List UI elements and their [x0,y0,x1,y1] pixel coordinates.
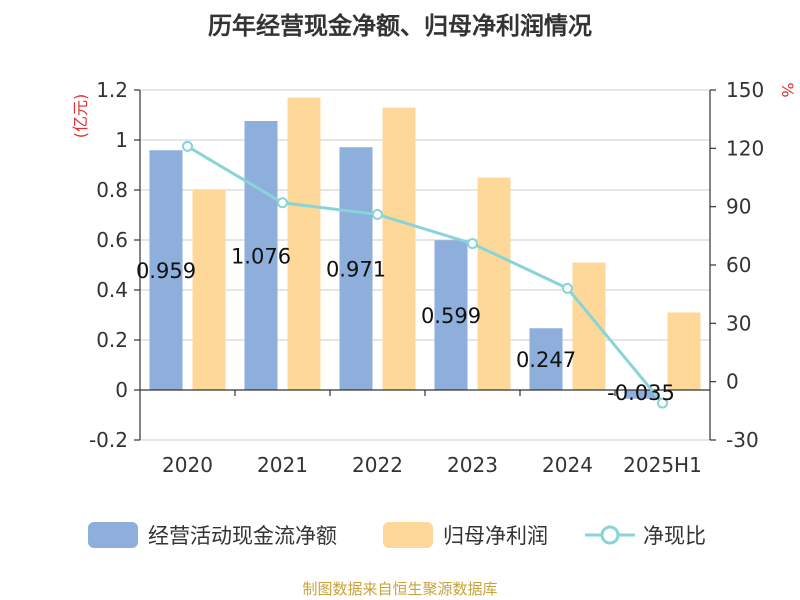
legend-item-cash-flow[interactable]: 经营活动现金流净额 [88,520,337,550]
legend-item-ratio[interactable]: 净现比 [585,520,706,550]
left-axis-tick-label: 0.8 [96,178,128,202]
data-label-cash-flow: 1.076 [231,245,291,269]
left-axis-tick-label: 0.4 [96,278,128,302]
x-axis-tick-label: 2022 [352,453,403,477]
data-label-cash-flow: 0.971 [326,258,386,282]
point-ratio [467,238,478,250]
bar-layer [149,97,701,399]
x-axis-tick-label: 2020 [162,453,213,477]
left-axis-unit: (亿元) [71,94,90,139]
right-axis-tick-label: 150 [726,78,764,102]
bar-cash-flow [244,121,278,390]
bar-cash-flow [339,147,373,390]
data-label-cash-flow: -0.035 [607,381,675,405]
bar-cash-flow [434,240,468,390]
left-axis-tick-label: -0.2 [89,428,128,452]
legend-label-ratio: 净现比 [643,524,706,548]
legend-swatch-net-profit [383,522,433,548]
chart-title: 历年经营现金净额、归母净利润情况 [208,12,592,40]
right-axis-tick-label: 90 [726,195,751,219]
point-ratio [562,282,573,294]
point-ratio [182,140,193,152]
data-label-cash-flow: 0.247 [516,348,576,372]
legend-item-net-profit[interactable]: 归母净利润 [383,520,548,550]
point-ratio [277,197,288,209]
point-ratio [657,397,668,409]
legend-label-cash-flow: 经营活动现金流净额 [148,524,337,548]
x-axis-tick-label: 2025H1 [623,453,702,477]
legend-swatch-cash-flow [88,522,138,548]
left-axis-tick-label: 1.2 [96,78,128,102]
x-axis-tick-label: 2021 [257,453,308,477]
legend: 经营活动现金流净额 归母净利润 净现比 [0,516,800,556]
source-note: 制图数据来自恒生聚源数据库 [302,580,498,598]
x-axis-tick-label: 2023 [447,453,498,477]
right-axis-tick-label: -30 [726,428,759,452]
left-axis-tick-label: 1 [115,128,128,152]
data-label-cash-flow: 0.599 [421,304,481,328]
bar-net-profit [192,190,226,390]
left-axis-tick-label: 0 [115,378,128,402]
right-axis-unit: % [778,82,797,97]
point-ratio [372,208,383,220]
line-layer [182,140,668,409]
line-ratio [186,145,664,405]
bar-net-profit [667,312,701,390]
bar-cash-flow [624,390,658,399]
bar-net-profit [477,177,511,390]
bar-cash-flow [529,328,563,390]
right-axis-tick-label: 0 [726,370,739,394]
x-axis-tick-label: 2024 [542,453,593,477]
data-label-cash-flow: 0.959 [136,259,196,283]
right-axis-tick-label: 30 [726,311,751,335]
left-axis-tick-label: 0.6 [96,228,128,252]
legend-swatch-ratio [585,525,635,545]
legend-label-net-profit: 归母净利润 [443,524,548,548]
right-axis-tick-label: 120 [726,136,764,160]
data-label-layer: 0.959 1.076 0.971 0.599 0.247 -0.035 [136,245,675,406]
bar-net-profit [287,97,321,390]
bar-net-profit [382,107,416,390]
right-axis-tick-label: 60 [726,253,751,277]
axis-layer: 1.2 1 0.8 0.6 0.4 0.2 0 -0.2 (亿元) 150 120 90 60 30 0 -3… [71,78,797,477]
bar-cash-flow [149,150,183,390]
left-axis-tick-label: 0.2 [96,328,128,352]
